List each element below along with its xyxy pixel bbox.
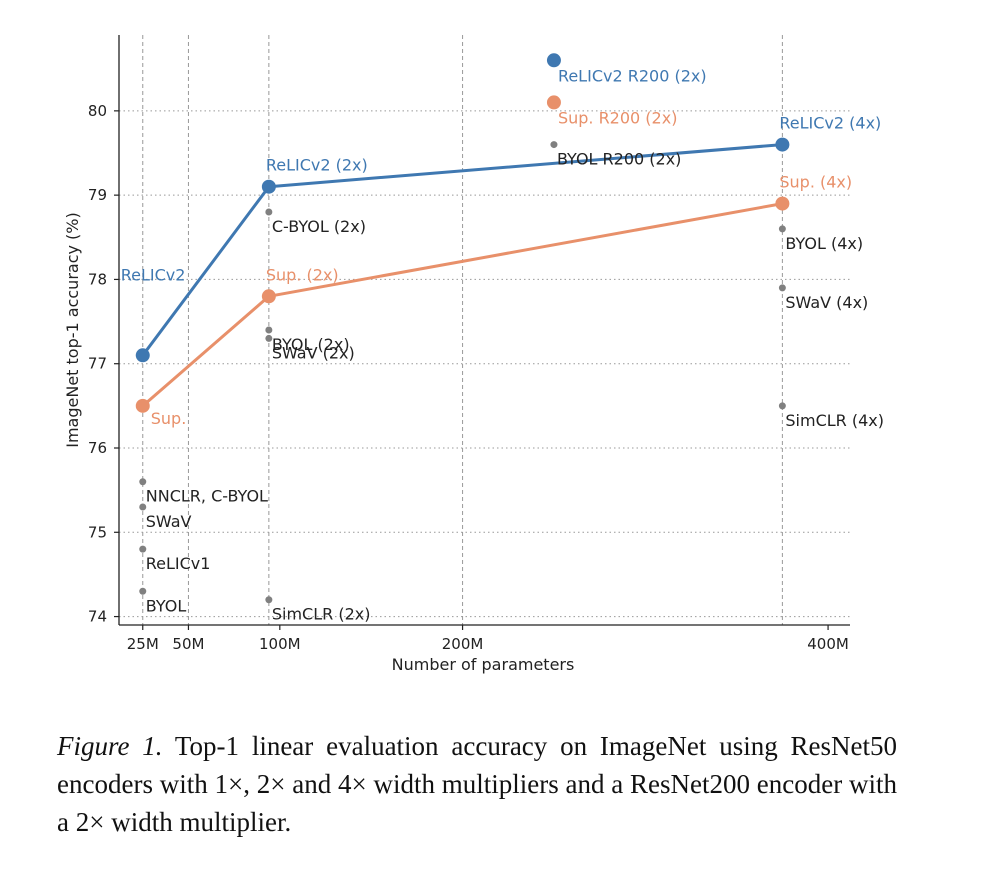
- other-point-label: BYOL R200 (2x): [557, 150, 681, 169]
- other-point: [139, 503, 147, 511]
- y-tick-label: 75: [88, 523, 107, 541]
- highlight-point: [546, 95, 561, 110]
- series-point: [135, 348, 150, 363]
- other-point: [139, 587, 147, 595]
- highlight-point: [546, 53, 561, 68]
- other-point: [778, 225, 786, 233]
- x-tick-label: 50M: [172, 635, 204, 653]
- figure-caption: Figure 1. Top-1 linear evaluation accura…: [57, 727, 897, 841]
- series-point: [775, 137, 790, 152]
- other-point-label: SWaV (4x): [785, 293, 868, 312]
- caption-text: Top-1 linear evaluation accuracy on Imag…: [57, 731, 898, 837]
- y-axis-title: ImageNet top-1 accuracy (%): [63, 212, 82, 448]
- other-point: [139, 545, 147, 553]
- series-point-label: ReLICv2 (2x): [266, 156, 368, 175]
- other-point-label: C-BYOL (2x): [272, 217, 366, 236]
- series-point-label: ReLICv2: [121, 265, 186, 284]
- data-points: [135, 53, 790, 604]
- other-point: [265, 326, 273, 334]
- other-point-label: SimCLR (2x): [272, 605, 371, 624]
- other-point-label: SWaV (2x): [272, 343, 355, 362]
- y-tick-label: 77: [88, 355, 107, 373]
- x-tick-label: 200M: [442, 635, 484, 653]
- highlight-point-label: ReLICv2 R200 (2x): [558, 66, 707, 85]
- grid-layer: [119, 35, 850, 625]
- accuracy-chart: Number of parameters ImageNet top-1 accu…: [63, 35, 884, 674]
- other-point: [265, 208, 273, 216]
- series-point-label: Sup.: [151, 409, 187, 428]
- other-point: [139, 478, 147, 486]
- x-tick-label: 100M: [259, 635, 301, 653]
- highlight-point-label: Sup. R200 (2x): [558, 108, 678, 127]
- other-point-label: SimCLR (4x): [785, 411, 884, 430]
- series-point-label: Sup. (2x): [266, 265, 339, 284]
- y-tick-label: 76: [88, 439, 107, 457]
- other-point-label: BYOL: [146, 596, 187, 615]
- series-point: [775, 196, 790, 211]
- y-tick-label: 79: [88, 186, 107, 204]
- series-point: [261, 289, 276, 304]
- series-point: [135, 398, 150, 413]
- series-point-label: ReLICv2 (4x): [779, 114, 881, 133]
- other-point-label: SWaV: [146, 512, 192, 531]
- other-point-label: BYOL (2x): [272, 335, 350, 354]
- other-point-label: BYOL (4x): [785, 234, 863, 253]
- y-tick-label: 78: [88, 270, 107, 288]
- other-point-label: NNCLR, C-BYOL: [146, 487, 268, 506]
- caption-label: Figure 1.: [57, 731, 163, 761]
- axes-layer: Number of parameters ImageNet top-1 accu…: [63, 35, 850, 674]
- x-tick-label: 400M: [807, 635, 849, 653]
- other-point: [265, 596, 273, 604]
- series-point: [261, 179, 276, 194]
- other-point: [550, 141, 558, 149]
- other-point: [778, 284, 786, 292]
- y-tick-label: 74: [88, 608, 107, 626]
- point-labels: ReLICv2 ReLICv2 (2x) ReLICv2 (4x) Sup. Sup. …: [121, 66, 884, 623]
- other-point-label: ReLICv1: [146, 554, 211, 573]
- series-point-label: Sup. (4x): [779, 173, 852, 192]
- other-point: [778, 402, 786, 410]
- x-axis-title: Number of parameters: [392, 655, 575, 674]
- y-tick-label: 80: [88, 102, 107, 120]
- x-tick-label: 25M: [127, 635, 159, 653]
- other-point: [265, 334, 273, 342]
